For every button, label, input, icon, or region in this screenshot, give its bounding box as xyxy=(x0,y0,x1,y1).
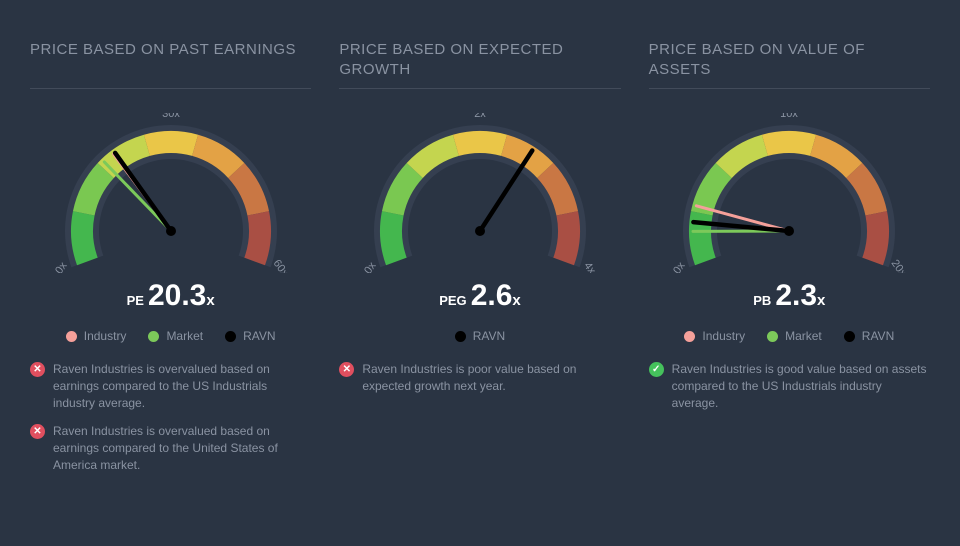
metric-suffix: x xyxy=(206,292,214,309)
cross-icon: ✕ xyxy=(339,362,354,377)
legend-item: RAVN xyxy=(455,329,505,343)
svg-text:4x: 4x xyxy=(581,260,598,273)
legend-label: RAVN xyxy=(473,329,505,343)
panel-title: PRICE BASED ON PAST EARNINGS xyxy=(30,40,311,82)
valuation-panel: PRICE BASED ON VALUE OF ASSETS 0x 10x 20x PB… xyxy=(649,40,930,474)
metric-label: PB xyxy=(753,293,771,308)
svg-text:0x: 0x xyxy=(53,260,70,273)
insight-item: ✓ Raven Industries is good value based on… xyxy=(649,361,930,411)
cross-icon: ✕ xyxy=(30,424,45,439)
legend-item: Market xyxy=(148,329,203,343)
legend-label: RAVN xyxy=(243,329,275,343)
insight-item: ✕ Raven Industries is poor value based on… xyxy=(339,361,620,395)
metric-label: PE xyxy=(127,293,144,308)
legend-dot xyxy=(225,331,236,342)
legend-item: Industry xyxy=(66,329,127,343)
svg-text:0x: 0x xyxy=(362,260,379,273)
insight-text: Raven Industries is poor value based on … xyxy=(362,361,620,395)
svg-text:0x: 0x xyxy=(671,260,688,273)
cross-icon: ✕ xyxy=(30,362,45,377)
gauge: 0x 2x 4x PEG 2.6x xyxy=(339,113,620,313)
metric-label: PEG xyxy=(439,293,466,308)
metric-value: 2.3 xyxy=(775,279,817,313)
legend-dot xyxy=(148,331,159,342)
legend-dot xyxy=(684,331,695,342)
svg-text:60x: 60x xyxy=(270,258,290,273)
legend-item: RAVN xyxy=(844,329,894,343)
legend: Industry Market RAVN xyxy=(30,329,311,343)
divider xyxy=(649,88,930,89)
insight-list: ✓ Raven Industries is good value based on… xyxy=(649,361,930,411)
legend: RAVN xyxy=(339,329,620,343)
legend-dot xyxy=(66,331,77,342)
legend-label: RAVN xyxy=(862,329,894,343)
gauge: 0x 30x 60x PE 20.3x xyxy=(30,113,311,313)
insight-text: Raven Industries is overvalued based on … xyxy=(53,423,311,473)
legend-dot xyxy=(844,331,855,342)
svg-text:20x: 20x xyxy=(889,258,909,273)
metric-value: 20.3 xyxy=(148,279,206,313)
legend-label: Industry xyxy=(702,329,745,343)
insight-item: ✕ Raven Industries is overvalued based on… xyxy=(30,423,311,473)
metric-value: 2.6 xyxy=(471,279,513,313)
svg-text:10x: 10x xyxy=(780,113,798,120)
svg-text:30x: 30x xyxy=(162,113,180,120)
legend-item: Market xyxy=(767,329,822,343)
metric-suffix: x xyxy=(512,292,520,309)
legend-dot xyxy=(767,331,778,342)
dashboard: PRICE BASED ON PAST EARNINGS 0x 30x 60x PE 20… xyxy=(0,0,960,494)
legend-label: Market xyxy=(166,329,203,343)
insight-list: ✕ Raven Industries is poor value based on… xyxy=(339,361,620,395)
divider xyxy=(339,88,620,89)
legend-dot xyxy=(455,331,466,342)
divider xyxy=(30,88,311,89)
panel-title: PRICE BASED ON EXPECTED GROWTH xyxy=(339,40,620,82)
gauge-value: PE 20.3x xyxy=(127,279,215,313)
legend-item: Industry xyxy=(684,329,745,343)
legend-item: RAVN xyxy=(225,329,275,343)
panel-title: PRICE BASED ON VALUE OF ASSETS xyxy=(649,40,930,82)
insight-item: ✕ Raven Industries is overvalued based on… xyxy=(30,361,311,411)
gauge: 0x 10x 20x PB 2.3x xyxy=(649,113,930,313)
valuation-panel: PRICE BASED ON EXPECTED GROWTH 0x 2x 4x PEG 2… xyxy=(339,40,620,474)
svg-text:2x: 2x xyxy=(474,113,486,120)
legend-label: Market xyxy=(785,329,822,343)
gauge-value: PEG 2.6x xyxy=(439,279,521,313)
legend-label: Industry xyxy=(84,329,127,343)
metric-suffix: x xyxy=(817,292,825,309)
insight-text: Raven Industries is good value based on … xyxy=(672,361,930,411)
legend: Industry Market RAVN xyxy=(649,329,930,343)
valuation-panel: PRICE BASED ON PAST EARNINGS 0x 30x 60x PE 20… xyxy=(30,40,311,474)
check-icon: ✓ xyxy=(649,362,664,377)
insight-list: ✕ Raven Industries is overvalued based on… xyxy=(30,361,311,474)
gauge-value: PB 2.3x xyxy=(753,279,825,313)
insight-text: Raven Industries is overvalued based on … xyxy=(53,361,311,411)
